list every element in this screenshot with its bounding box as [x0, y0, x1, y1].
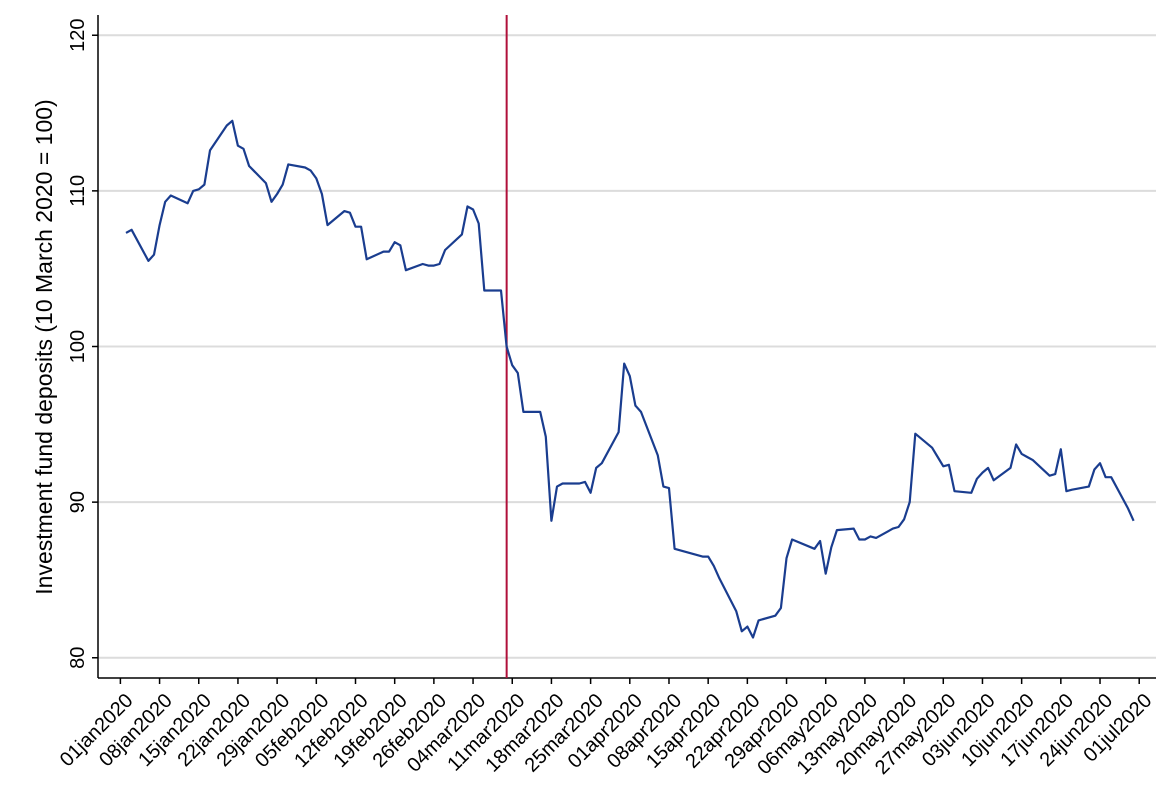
y-axis-title: Investment fund deposits (10 March 2020 … — [31, 99, 57, 594]
y-tick-label: 90 — [67, 491, 89, 513]
y-tick-label: 80 — [67, 647, 89, 669]
y-tick-label: 100 — [67, 330, 89, 363]
y-tick-label: 110 — [67, 175, 89, 207]
data-line — [125, 119, 1135, 639]
y-tick-label: 120 — [67, 19, 89, 52]
